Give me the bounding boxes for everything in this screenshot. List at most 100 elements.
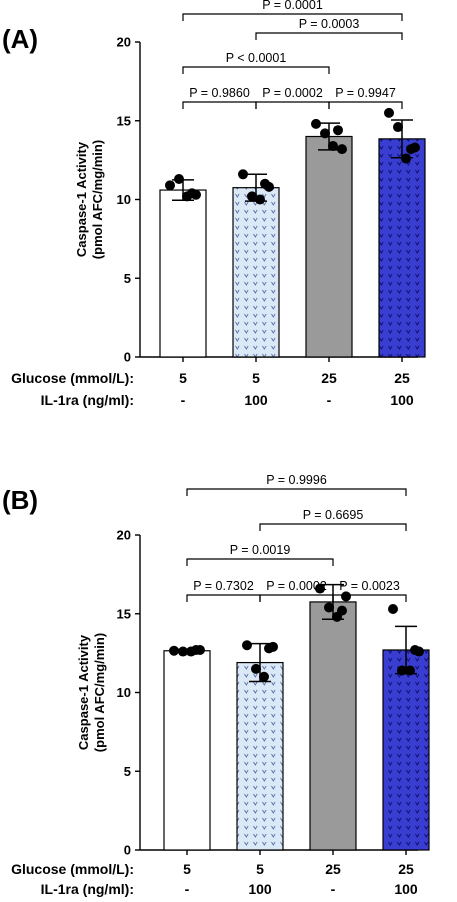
- p-value-label: P = 0.7302: [193, 579, 254, 593]
- data-point: [393, 122, 403, 133]
- data-point: [187, 188, 197, 199]
- glucose-value: 25: [321, 370, 337, 386]
- il1ra-value: 100: [394, 881, 418, 897]
- y-tick-label: 20: [117, 35, 131, 50]
- il1ra-value: -: [181, 392, 186, 408]
- data-point: [401, 153, 411, 164]
- y-tick-label: 0: [124, 843, 131, 858]
- bar: [378, 138, 426, 358]
- y-tick-label: 20: [117, 528, 131, 543]
- p-value-label: P = 0.0001: [262, 0, 323, 12]
- data-point: [251, 663, 261, 674]
- data-point: [260, 178, 270, 189]
- data-point: [341, 591, 351, 602]
- il1ra-row-label: IL-1ra (ng/ml):: [41, 392, 134, 408]
- p-value-label: P = 0.0023: [339, 579, 400, 593]
- y-axis-title: Caspase-1 Activity: [74, 141, 89, 257]
- glucose-value: 5: [252, 370, 260, 386]
- panel-a-label: (A): [2, 24, 38, 54]
- glucose-value: 5: [183, 861, 191, 877]
- data-point: [406, 144, 416, 155]
- data-point: [238, 169, 248, 180]
- y-tick-label: 10: [117, 685, 131, 700]
- data-point: [255, 194, 265, 205]
- comparison-bracket: [328, 101, 403, 109]
- data-point: [264, 643, 274, 654]
- data-point: [169, 645, 179, 656]
- y-axis-title: Caspase-1 Activity: [76, 634, 91, 750]
- glucose-value: 25: [398, 861, 414, 877]
- data-point: [247, 191, 257, 202]
- data-point: [337, 144, 347, 155]
- comparison-bracket: [186, 488, 407, 496]
- bar: [232, 187, 280, 358]
- bar: [159, 189, 207, 358]
- glucose-row-label: Glucose (mmol/L):: [11, 861, 134, 877]
- p-value-label: P = 0.9996: [266, 473, 327, 487]
- data-point: [259, 671, 269, 682]
- panel-a: (A) 0 5 10 15 20 Caspase-1 Activity (pmol AFC/…: [2, 0, 426, 408]
- y-tick-label: 5: [124, 271, 131, 286]
- p-value-label: P = 0.0002: [266, 579, 327, 593]
- comparison-bracket: [182, 101, 257, 109]
- p-value-label: P < 0.0001: [226, 51, 287, 65]
- y-tick-label: 10: [117, 192, 131, 207]
- glucose-value: 25: [394, 370, 410, 386]
- comparison-bracket: [186, 594, 261, 602]
- bar: [382, 649, 430, 851]
- y-axis-title: (pmol AFC/mg/min): [92, 633, 107, 752]
- bar: [163, 650, 211, 851]
- y-tick-label: 15: [117, 606, 131, 621]
- p-value-label: P = 0.0003: [299, 17, 360, 31]
- data-point: [328, 140, 338, 151]
- y-axis-title: (pmol AFC/mg/min): [90, 140, 105, 259]
- bar: [305, 135, 353, 358]
- panel-b-label: (B): [2, 485, 38, 515]
- comparison-bracket: [259, 523, 407, 531]
- il1ra-value: -: [331, 881, 336, 897]
- data-point: [165, 180, 175, 191]
- data-point: [384, 107, 394, 118]
- p-value-label: P = 0.9947: [335, 86, 396, 100]
- data-point: [405, 665, 415, 676]
- data-point: [178, 646, 188, 657]
- comparison-bracket: [255, 32, 403, 40]
- p-value-label: P = 0.0002: [262, 86, 323, 100]
- comparison-bracket: [255, 101, 330, 109]
- data-point: [337, 605, 347, 616]
- p-value-label: P = 0.9860: [189, 86, 250, 100]
- p-value-label: P = 0.6695: [303, 508, 364, 522]
- comparison-bracket: [182, 13, 403, 21]
- data-point: [311, 118, 321, 129]
- data-point: [410, 644, 420, 655]
- comparison-bracket: [332, 594, 407, 602]
- data-point: [397, 665, 407, 676]
- glucose-row-label: Glucose (mmol/L):: [11, 370, 134, 386]
- il1ra-row-label: IL-1ra (ng/ml):: [41, 881, 134, 897]
- data-point: [324, 602, 334, 613]
- data-point: [315, 583, 325, 594]
- data-point: [242, 640, 252, 651]
- p-value-label: P = 0.0019: [230, 543, 291, 557]
- y-tick-label: 0: [124, 350, 131, 365]
- data-point: [174, 174, 184, 185]
- glucose-value: 5: [179, 370, 187, 386]
- panel-b: (B) 0 5 10 15 20 Caspase-1 Activity (pmol AFC/…: [2, 473, 430, 897]
- il1ra-value: -: [185, 881, 190, 897]
- glucose-value: 25: [325, 861, 341, 877]
- data-point: [388, 604, 398, 615]
- comparison-bracket: [259, 594, 334, 602]
- glucose-value: 5: [256, 861, 264, 877]
- bar: [236, 661, 284, 851]
- comparison-bracket: [182, 66, 330, 74]
- y-tick-label: 15: [117, 113, 131, 128]
- data-point: [191, 644, 201, 655]
- panel-a-plot: 0 5 10 15 20 Caspase-1 Activity (pmol AFC/mg/m…: [11, 0, 426, 408]
- panel-b-plot: 0 5 10 15 20 Caspase-1 Activity (pmol AFC/mg/m…: [11, 473, 430, 897]
- il1ra-value: 100: [248, 881, 272, 897]
- y-tick-label: 5: [124, 764, 131, 779]
- comparison-bracket: [186, 558, 334, 566]
- bar: [309, 601, 357, 851]
- il1ra-value: 100: [244, 392, 268, 408]
